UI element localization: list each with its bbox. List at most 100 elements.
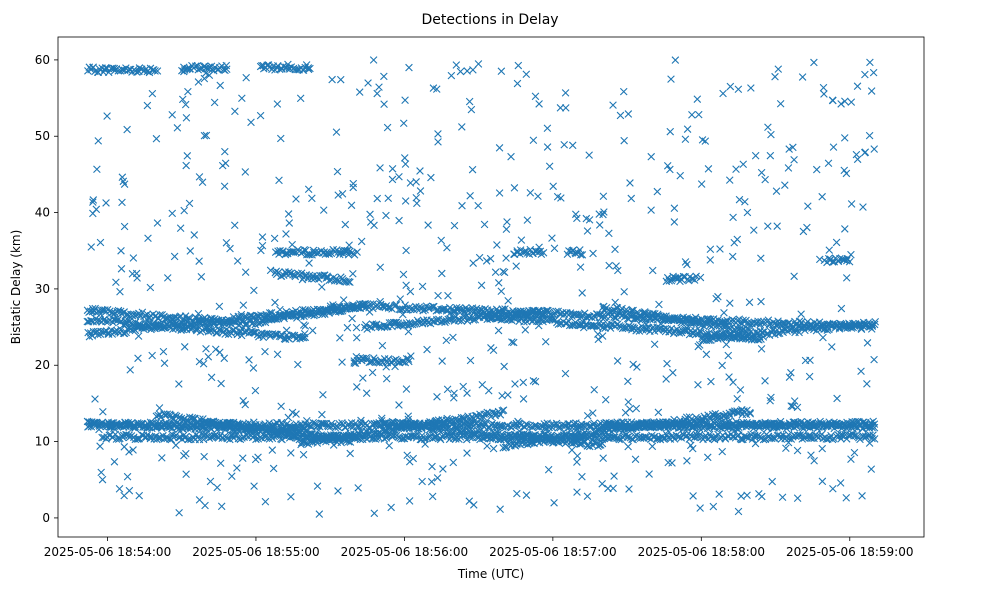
data-point-noise	[785, 145, 793, 153]
data-point-noise	[190, 231, 199, 239]
data-point-noise	[847, 455, 855, 463]
data-point-noise	[565, 423, 573, 432]
data-point-noise	[282, 326, 291, 335]
data-point-noise	[376, 164, 384, 172]
data-point-noise	[724, 351, 733, 360]
data-point-noise	[399, 310, 407, 319]
data-point-noise	[112, 278, 120, 287]
data-point-noise	[798, 73, 807, 81]
data-point-noise	[522, 70, 531, 79]
data-point-noise	[463, 449, 471, 457]
data-point-noise	[385, 441, 393, 450]
data-point-noise	[450, 307, 458, 315]
data-point-low-12-flat-b	[590, 419, 598, 428]
data-point-noise	[395, 401, 403, 409]
data-point-low-12-flat-b	[199, 422, 207, 431]
data-point-noise	[122, 318, 130, 326]
data-point-noise	[180, 206, 188, 215]
data-point-noise	[362, 389, 371, 397]
data-point-noise	[233, 464, 241, 472]
data-point-noise	[515, 427, 524, 435]
data-point-noise	[842, 274, 851, 282]
data-point-mid-24-asc-a	[214, 317, 222, 326]
data-point-low-10.6-flat	[278, 435, 286, 444]
data-point-noise	[365, 308, 374, 316]
data-point-noise	[818, 444, 827, 453]
data-point-noise	[761, 377, 769, 385]
data-point-noise	[442, 336, 451, 345]
data-point-noise	[810, 456, 818, 465]
data-point-low-10.6-flat	[452, 435, 460, 443]
y-tick-label: 40	[35, 206, 50, 220]
data-point-noise	[534, 192, 542, 201]
data-point-noise	[722, 340, 731, 349]
data-point-mid-27-desc-a	[103, 305, 112, 314]
data-point-noise	[531, 92, 540, 101]
data-point-noise	[477, 281, 486, 290]
data-point-noise	[624, 377, 632, 386]
data-point-low-10.6-flat	[743, 433, 751, 441]
data-point-noise	[94, 137, 103, 145]
data-point-noise	[696, 273, 705, 282]
data-point-noise	[720, 308, 728, 317]
data-point-noise	[541, 337, 550, 346]
data-point-mid-26-desc-e	[746, 328, 755, 336]
data-point-noise	[774, 65, 783, 73]
data-point-noise	[475, 253, 484, 262]
data-point-noise	[745, 298, 754, 307]
data-point-noise	[401, 96, 409, 104]
data-point-low-12-flat-b	[91, 418, 99, 427]
data-point-noise	[427, 477, 436, 486]
data-point-noise	[529, 377, 538, 385]
data-point-noise	[175, 380, 183, 388]
data-point-mid-26-desc-e	[662, 312, 670, 320]
data-point-noise	[87, 243, 96, 251]
data-point-noise	[368, 368, 377, 377]
data-point-noise	[694, 342, 703, 351]
data-point-mid-26-desc-b	[221, 330, 229, 338]
data-point-noise	[443, 385, 452, 394]
data-point-mid-25-asc-b	[318, 310, 327, 319]
data-point-noise	[807, 451, 815, 459]
data-point-mid-27-desc-c	[580, 309, 589, 317]
data-point-mid-26-desc-b	[262, 329, 271, 338]
data-point-noise	[561, 104, 570, 112]
data-point-noise	[500, 362, 508, 371]
data-point-mid-24-asc-d	[871, 317, 880, 326]
data-point-noise	[494, 326, 503, 335]
data-point-noise	[235, 321, 243, 330]
data-point-noise	[543, 143, 552, 151]
data-point-noise	[556, 104, 565, 112]
data-point-noise	[346, 449, 354, 458]
data-point-low-10.6-flat	[579, 433, 588, 442]
data-point-noise	[765, 422, 774, 430]
data-point-noise	[619, 87, 628, 96]
data-point-noise	[102, 199, 110, 207]
data-point-noise	[437, 236, 446, 245]
data-point-noise	[93, 165, 101, 174]
data-point-noise	[405, 457, 414, 466]
data-point-top-band-a	[153, 67, 162, 75]
data-point-noise	[328, 75, 336, 84]
data-point-noise	[599, 454, 607, 462]
data-point-mid-26-desc-d	[480, 311, 489, 320]
data-point-noise	[493, 241, 501, 249]
y-tick-label: 50	[35, 129, 50, 143]
data-point-noise	[683, 260, 691, 269]
data-point-noise	[427, 173, 435, 182]
data-point-low-12-flat-b	[236, 423, 245, 432]
data-point-noise	[837, 304, 846, 313]
data-point-noise	[620, 287, 628, 296]
data-point-noise	[755, 489, 763, 498]
data-point-low-10.6-flat	[791, 432, 800, 441]
data-point-noise	[858, 492, 866, 500]
data-point-noise	[340, 246, 349, 255]
data-point-low-12-flat-b	[107, 423, 116, 431]
data-point-low-10.6-flat	[813, 432, 822, 440]
data-point-noise	[194, 309, 203, 318]
data-point-noise	[143, 101, 152, 110]
data-point-mid-26-desc-b	[298, 333, 306, 342]
data-point-noise	[578, 472, 586, 481]
data-point-mid-25-asc-b	[242, 321, 250, 330]
